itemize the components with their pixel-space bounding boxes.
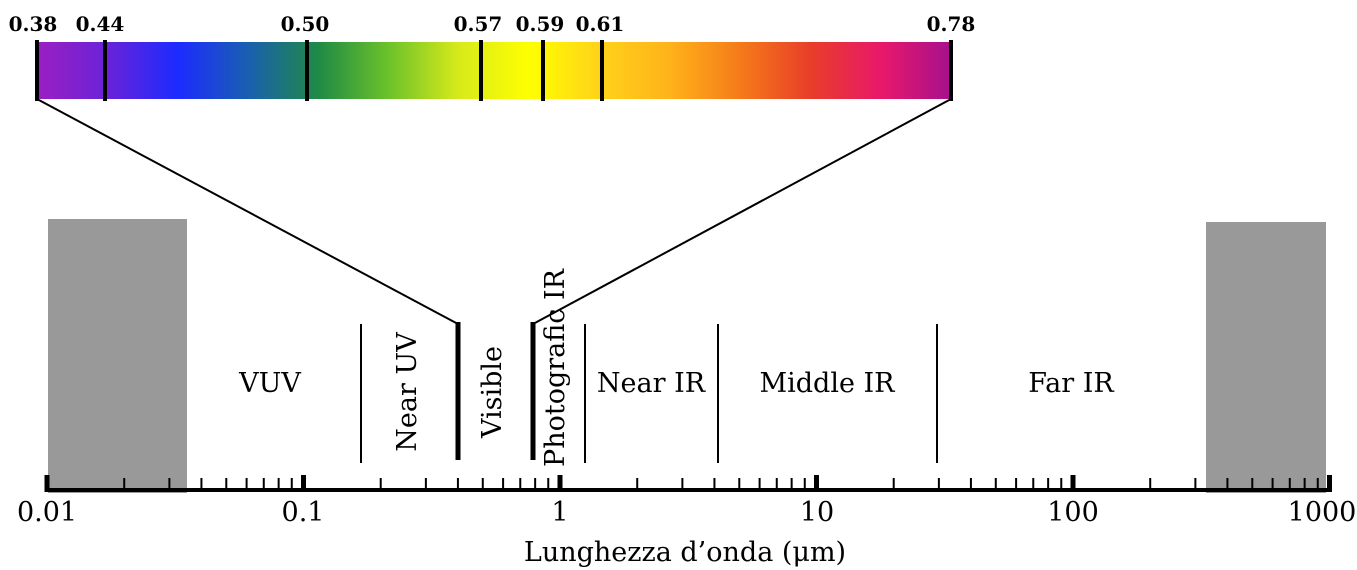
spectrum-boundary-lines xyxy=(35,40,953,101)
minor-ticks xyxy=(123,478,1319,490)
spectrum-label-038: 0.38 xyxy=(9,12,58,36)
spectrum-label-078: 0.78 xyxy=(927,12,976,36)
band-dividers xyxy=(360,322,938,463)
spectrum-label-050: 0.50 xyxy=(281,12,330,36)
band-label-far-ir: Far IR xyxy=(1028,368,1114,399)
axis-label-1000: 1000 xyxy=(1288,497,1357,528)
axis-label-01: 0.1 xyxy=(282,497,325,528)
axis-line-group xyxy=(44,475,1332,492)
major-ticks xyxy=(44,475,1332,492)
axis-label-10: 10 xyxy=(800,497,834,528)
band-label-near-uv: Near UV xyxy=(392,332,423,452)
gray-box-right xyxy=(1206,222,1326,493)
axis-label-100: 100 xyxy=(1047,497,1099,528)
spectrum-label-057: 0.57 xyxy=(454,12,503,36)
spectrum-label-044: 0.44 xyxy=(76,12,125,36)
spectrum-label-059: 0.59 xyxy=(516,12,565,36)
gray-box-left xyxy=(48,219,187,493)
band-label-visible: Visible xyxy=(477,346,508,439)
zoom-line-right xyxy=(532,98,952,325)
visible-spectrum-bar xyxy=(37,42,952,99)
band-label-near-ir: Near IR xyxy=(597,368,706,399)
axis-label-1: 1 xyxy=(551,497,568,528)
zoom-line-left xyxy=(36,98,459,325)
axis-title: Lunghezza d’onda (μm) xyxy=(524,537,846,568)
band-label-photografic-ir: Photografic IR xyxy=(540,268,571,467)
axis-label-001: 0.01 xyxy=(17,497,77,528)
band-label-vuv: VUV xyxy=(238,368,301,399)
spectrum-label-061: 0.61 xyxy=(576,12,625,36)
band-label-middle-ir: Middle IR xyxy=(759,368,895,399)
